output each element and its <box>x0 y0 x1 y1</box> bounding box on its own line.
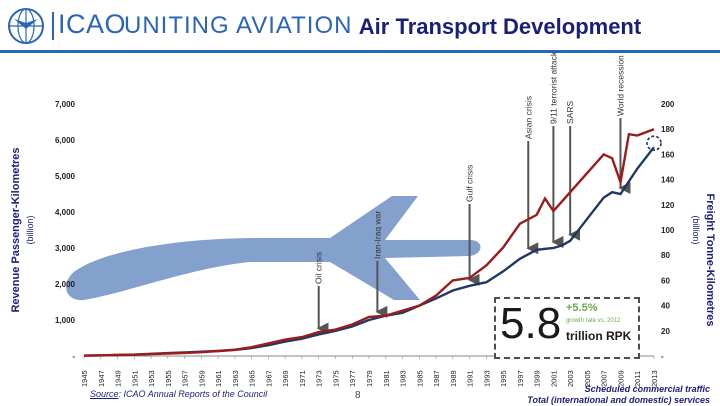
right-tick-label: 80 <box>661 251 670 260</box>
footnote-line-1: Scheduled commercial traffic <box>584 384 710 394</box>
source-note: Source: ICAO Annual Reports of the Counc… <box>90 389 267 399</box>
event-label: Asian crisis <box>523 96 533 139</box>
x-tick-label: 1997 <box>516 370 525 387</box>
kpi-value: 5.8 <box>500 299 562 348</box>
right-tick-label: 200 <box>661 100 675 109</box>
x-tick-label: 2007 <box>600 370 609 387</box>
x-tick-label: 2013 <box>650 370 659 387</box>
page-title: Air Transport Development <box>358 14 642 39</box>
right-tick-label: 160 <box>661 150 675 159</box>
page-number: 8 <box>355 390 361 401</box>
x-tick-label: 2003 <box>566 370 575 387</box>
footnote-line-2: Total (international and domestic) servi… <box>527 395 710 405</box>
right-tick-label: 100 <box>661 226 675 235</box>
left-tick-label: 7,000 <box>55 100 76 109</box>
x-tick-label: 1975 <box>331 370 340 387</box>
right-tick-label: 60 <box>661 276 670 285</box>
event-label: Gulf crisis <box>465 165 475 202</box>
x-tick-label: 2011 <box>633 371 642 387</box>
logo-text: ICAO <box>58 9 127 39</box>
x-tick-label: 1961 <box>214 370 223 387</box>
left-tick-label: 1,000 <box>55 316 76 325</box>
x-tick-label: 1993 <box>482 370 491 387</box>
left-tick-label: 5,000 <box>55 172 76 181</box>
x-tick-label: 1999 <box>533 370 542 387</box>
left-tick-label: - <box>72 352 75 361</box>
x-tick-label: 1951 <box>130 370 139 387</box>
header-rule <box>0 50 720 53</box>
event-label: Oil crisis <box>314 252 324 284</box>
right-tick-label: 180 <box>661 125 675 134</box>
event-label: 9/11 terrorist attack <box>548 51 558 124</box>
right-axis-subtitle: (billion) <box>691 215 701 244</box>
x-tick-label: 1959 <box>197 370 206 387</box>
x-tick-label: 1953 <box>147 370 156 387</box>
x-tick-label: 1995 <box>499 370 508 387</box>
kpi-growth: +5.5% <box>566 302 598 314</box>
left-axis-subtitle: (billion) <box>25 215 35 244</box>
x-tick-label: 1967 <box>264 370 273 387</box>
x-tick-label: 1987 <box>432 370 441 387</box>
x-tick-label: 1983 <box>399 370 408 387</box>
x-tick-label: 2001 <box>549 370 558 387</box>
right-tick-label: - <box>661 352 664 361</box>
event-label: SARS <box>565 101 575 124</box>
left-tick-label: 2,000 <box>55 280 76 289</box>
x-tick-label: 1957 <box>181 370 190 387</box>
x-tick-label: 1991 <box>466 370 475 387</box>
tagline: UNITING AVIATION <box>124 12 353 39</box>
x-tick-label: 2005 <box>583 370 592 387</box>
kpi-unit: trillion RPK <box>566 329 632 343</box>
left-tick-label: 3,000 <box>55 244 76 253</box>
x-tick-label: 1977 <box>348 370 357 387</box>
airplane-silhouette-icon <box>66 196 481 301</box>
x-tick-label: 1955 <box>164 370 173 387</box>
x-tick-label: 1989 <box>449 370 458 387</box>
x-tick-label: 1979 <box>365 370 374 387</box>
x-tick-label: 1971 <box>298 370 307 387</box>
right-axis-title: Freight Tonne-Kilometres <box>704 193 716 326</box>
left-tick-label: 4,000 <box>55 208 76 217</box>
logo-divider <box>52 12 54 40</box>
right-tick-label: 20 <box>661 327 670 336</box>
kpi-box: 5.8 +5.5% growth rate vs. 2012 trillion … <box>494 297 640 359</box>
event-label: Iran-Iraq war <box>372 211 382 259</box>
source-text: : ICAO Annual Reports of the Council <box>118 389 268 399</box>
latest-point-highlight <box>646 135 662 151</box>
footnote: Scheduled commercial traffic Total (inte… <box>527 384 710 406</box>
right-tick-label: 140 <box>661 176 675 185</box>
x-tick-label: 1949 <box>114 370 123 387</box>
ftk-series-line <box>83 128 655 357</box>
right-tick-label: 40 <box>661 302 670 311</box>
x-tick-label: 1969 <box>281 370 290 387</box>
x-tick-label: 1973 <box>315 370 324 387</box>
kpi-growth-label: growth rate vs. 2012 <box>566 318 621 324</box>
x-tick-label: 1981 <box>382 370 391 387</box>
x-tick-label: 2009 <box>616 370 625 387</box>
x-tick-label: 1947 <box>97 370 106 387</box>
icao-emblem-icon <box>8 8 44 44</box>
right-tick-label: 120 <box>661 201 675 210</box>
x-tick-label: 1965 <box>248 370 257 387</box>
x-tick-label: 1985 <box>415 370 424 387</box>
event-label: World recession <box>615 55 625 116</box>
left-tick-label: 6,000 <box>55 136 76 145</box>
x-tick-label: 1945 <box>80 370 89 387</box>
left-axis-title: Revenue Passenger-Kilometres <box>10 147 22 312</box>
x-tick-label: 1963 <box>231 370 240 387</box>
source-label: Source <box>90 389 119 399</box>
